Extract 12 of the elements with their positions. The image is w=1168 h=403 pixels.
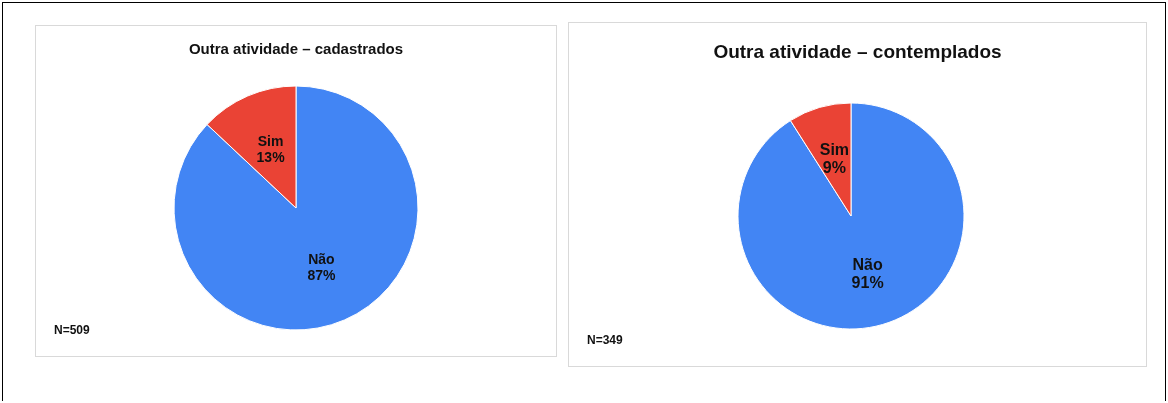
data-label: 13% [256, 149, 286, 166]
chart-title: Outra atividade – contemplados [713, 41, 1002, 62]
slice-label: Não [308, 250, 335, 267]
chart-title: Outra atividade – cadastrados [188, 40, 404, 57]
slice-label: Não [852, 255, 883, 273]
data-label: 87% [307, 266, 336, 283]
slice-label: Sim [819, 141, 850, 159]
data-label: 91% [851, 273, 884, 291]
slice-label: Sim [257, 133, 284, 150]
data-label: 9% [822, 159, 846, 177]
text: N=349 [587, 333, 624, 347]
text: N=509 [54, 323, 91, 337]
